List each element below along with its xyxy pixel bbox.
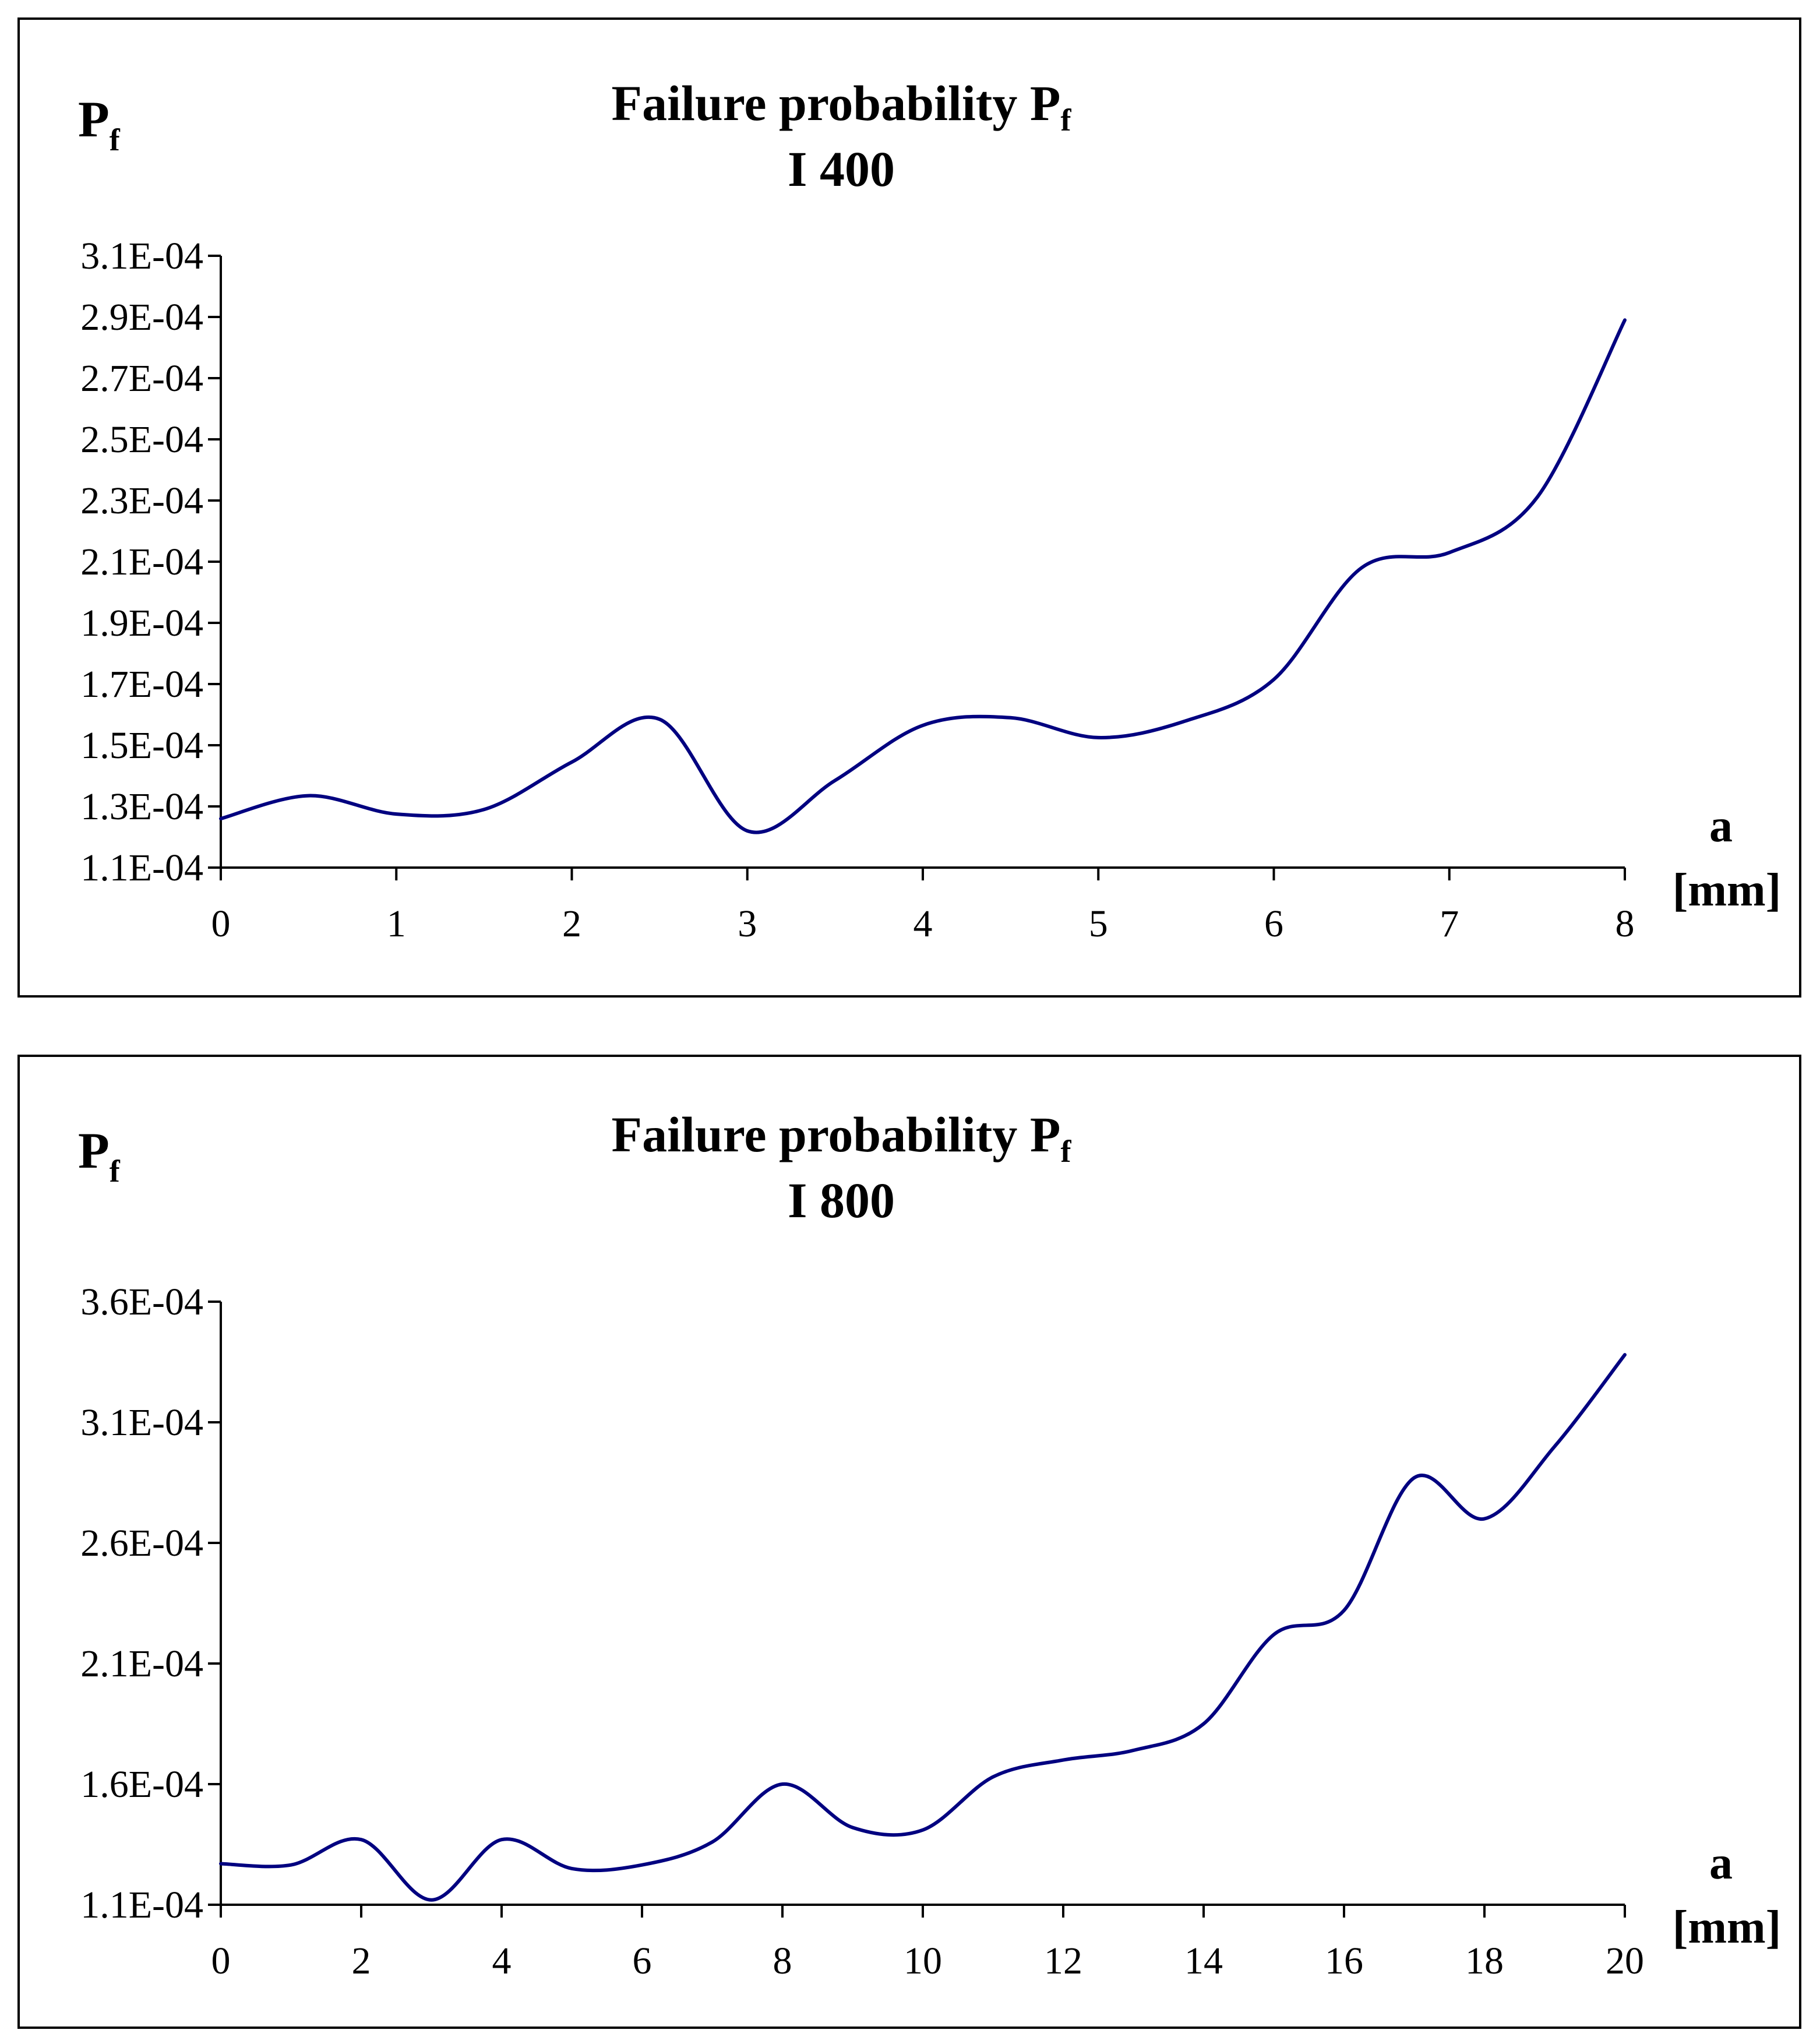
x-tick-label: 10 — [904, 1940, 942, 1982]
y-tick-label: 1.3E-04 — [80, 785, 203, 828]
y-tick-label: 3.1E-04 — [80, 1401, 203, 1444]
x-tick-label: 2 — [562, 903, 581, 945]
y-tick-label: 1.5E-04 — [80, 724, 203, 767]
y-axis-label: Pf — [78, 91, 121, 157]
chart-i400: Failure probability Pf I 400 Pf a [mm] 1… — [78, 75, 1782, 945]
x-tick-label: 0 — [211, 903, 231, 945]
y-tick-label: 2.1E-04 — [80, 541, 203, 583]
x-tick-label: 2 — [352, 1940, 371, 1982]
y-tick-label: 1.1E-04 — [80, 847, 203, 889]
x-axis-unit: [mm] — [1673, 1902, 1782, 1953]
x-tick-label: 0 — [211, 1940, 231, 1982]
series-line-i800 — [219, 1353, 1627, 1902]
x-axis-label: a — [1709, 1838, 1733, 1889]
chart-panel-i400: Failure probability Pf I 400 Pf a [mm] 1… — [17, 17, 1801, 998]
x-tick-label: 14 — [1184, 1940, 1223, 1982]
x-axis-label: a — [1709, 801, 1733, 852]
y-tick-label: 1.7E-04 — [80, 663, 203, 706]
y-tick-label: 1.1E-04 — [80, 1884, 203, 1926]
x-tick-label: 7 — [1440, 903, 1459, 945]
y-tick-label: 2.1E-04 — [80, 1643, 203, 1685]
y-tick-label: 1.9E-04 — [80, 602, 203, 644]
y-tick-label: 2.9E-04 — [80, 296, 203, 339]
y-axis-label: Pf — [78, 1123, 121, 1189]
chart-panel-i800: Failure probability Pf I 800 Pf a [mm] 1… — [17, 1055, 1801, 2029]
y-tick-label: 3.1E-04 — [80, 235, 203, 277]
y-tick-label: 2.7E-04 — [80, 357, 203, 400]
x-tick-label: 8 — [1616, 903, 1635, 945]
y-tick-label: 2.5E-04 — [80, 418, 203, 461]
chart-title: Failure probability Pf — [612, 1106, 1072, 1169]
x-tick-label: 4 — [913, 903, 933, 945]
chart-subtitle: I 400 — [788, 141, 895, 197]
x-tick-label: 5 — [1089, 903, 1108, 945]
chart-i800: Failure probability Pf I 800 Pf a [mm] 1… — [78, 1106, 1782, 1982]
series-line-i400 — [219, 318, 1627, 834]
x-tick-label: 4 — [492, 1940, 512, 1982]
chart-subtitle: I 800 — [788, 1172, 895, 1228]
y-tick-label: 2.6E-04 — [80, 1522, 203, 1564]
x-tick-label: 6 — [633, 1940, 652, 1982]
x-tick-label: 8 — [773, 1940, 792, 1982]
y-tick-label: 2.3E-04 — [80, 480, 203, 522]
x-tick-label: 6 — [1264, 903, 1283, 945]
x-tick-label: 18 — [1465, 1940, 1504, 1982]
axis-ticks: 1.1E-04 1.6E-04 2.1E-04 2.6E-04 3.1E-04 3.6E-… — [80, 1281, 1644, 1982]
x-axis-unit: [mm] — [1673, 865, 1782, 916]
chart-title: Failure probability Pf — [612, 75, 1072, 138]
y-tick-label: 1.6E-04 — [80, 1763, 203, 1806]
axis-ticks: 1.1E-04 1.3E-04 1.5E-04 1.7E-04 1.9E-04 2.1E-… — [80, 235, 1634, 945]
x-tick-label: 12 — [1044, 1940, 1082, 1982]
x-tick-label: 1 — [387, 903, 406, 945]
y-tick-label: 3.6E-04 — [80, 1281, 203, 1323]
x-tick-label: 3 — [738, 903, 757, 945]
x-tick-label: 20 — [1606, 1940, 1644, 1982]
x-tick-label: 16 — [1325, 1940, 1363, 1982]
